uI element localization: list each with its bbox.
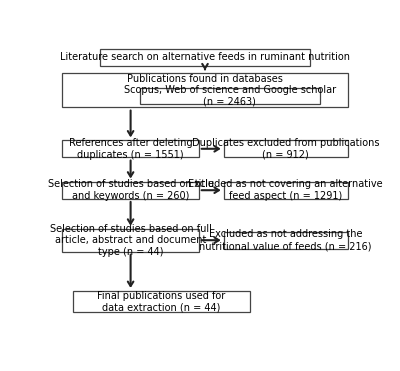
FancyBboxPatch shape — [62, 182, 199, 199]
FancyBboxPatch shape — [140, 88, 320, 104]
Text: Scopus, Web of science and Google scholar
(n = 2463): Scopus, Web of science and Google schola… — [124, 85, 336, 107]
Text: Excluded as not addressing the
nutritional value of feeds (n = 216): Excluded as not addressing the nutrition… — [199, 229, 372, 251]
FancyBboxPatch shape — [62, 73, 348, 107]
Text: Publications found in databases: Publications found in databases — [127, 74, 283, 84]
Text: Literature search on alternative feeds in ruminant nutrition: Literature search on alternative feeds i… — [60, 52, 350, 62]
FancyBboxPatch shape — [100, 49, 310, 66]
Text: Selection of studies based on title
and keywords (n = 260): Selection of studies based on title and … — [48, 180, 214, 201]
Text: References after deleting
duplicates (n = 1551): References after deleting duplicates (n … — [69, 138, 192, 160]
FancyBboxPatch shape — [224, 182, 348, 199]
FancyBboxPatch shape — [224, 232, 348, 249]
FancyBboxPatch shape — [62, 229, 199, 252]
FancyBboxPatch shape — [224, 140, 348, 157]
FancyBboxPatch shape — [73, 291, 250, 312]
Text: Excluded as not covering an alternative
feed aspect (n = 1291): Excluded as not covering an alternative … — [188, 180, 383, 201]
Text: Final publications used for
data extraction (n = 44): Final publications used for data extract… — [98, 291, 226, 312]
Text: Duplicates excluded from publications
(n = 912): Duplicates excluded from publications (n… — [192, 138, 379, 160]
Text: Selection of studies based on full
article, abstract and document
type (n = 44): Selection of studies based on full artic… — [50, 224, 212, 257]
FancyBboxPatch shape — [62, 140, 199, 157]
